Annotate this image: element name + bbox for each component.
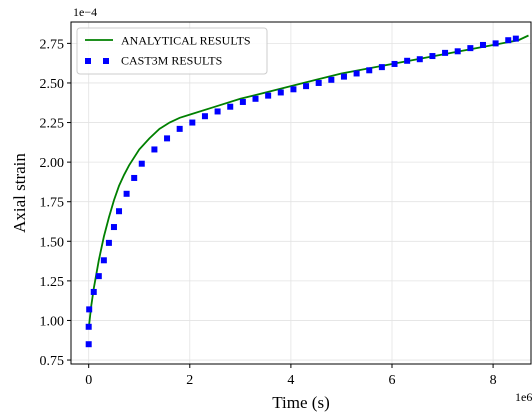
data-point-cast3m xyxy=(366,67,373,74)
data-point-cast3m xyxy=(116,208,123,215)
y-tick-label: 1.00 xyxy=(40,314,65,329)
data-point-cast3m xyxy=(239,98,246,105)
x-tick-label: 6 xyxy=(388,373,395,388)
data-point-cast3m xyxy=(164,135,171,142)
data-point-cast3m xyxy=(303,83,310,90)
data-point-cast3m xyxy=(110,224,117,231)
series-line-analytical xyxy=(87,34,529,329)
x-tick-label: 8 xyxy=(490,373,497,388)
legend-box xyxy=(76,27,268,75)
y-tick-label: 1.50 xyxy=(40,235,65,250)
data-point-cast3m xyxy=(442,49,449,56)
data-point-cast3m xyxy=(416,56,423,63)
data-point-cast3m xyxy=(265,92,272,99)
legend-marker-swatch xyxy=(85,58,91,64)
y-tick-label: 1.75 xyxy=(40,196,65,211)
y-tick-label: 2.25 xyxy=(40,117,65,132)
y-tick-label: 2.00 xyxy=(40,156,65,171)
data-point-cast3m xyxy=(176,125,183,132)
data-point-cast3m xyxy=(353,70,360,77)
x-ticks: 0 2 4 6 8 xyxy=(85,364,497,388)
data-point-cast3m xyxy=(138,160,145,167)
data-point-cast3m xyxy=(252,95,259,102)
data-point-cast3m xyxy=(100,257,107,264)
data-point-cast3m xyxy=(378,64,385,71)
data-point-cast3m xyxy=(429,53,436,60)
y-offset-label: 1e−4 xyxy=(73,5,97,19)
legend: ANALYTICAL RESULTS CAST3M RESULTS xyxy=(76,27,268,75)
plot-frame xyxy=(70,21,532,365)
y-tick-label: 2.75 xyxy=(40,37,65,52)
data-point-cast3m xyxy=(201,113,208,120)
x-tick-label: 0 xyxy=(85,373,92,388)
y-tick-label: 2.50 xyxy=(40,77,65,92)
data-point-cast3m xyxy=(189,119,196,126)
series-layer xyxy=(85,34,529,348)
x-offset-label: 1e6 xyxy=(515,390,532,404)
data-point-cast3m xyxy=(328,76,335,83)
data-point-cast3m xyxy=(151,146,158,153)
data-point-cast3m xyxy=(105,239,112,246)
data-point-cast3m xyxy=(454,48,461,55)
data-point-cast3m xyxy=(131,174,138,181)
data-point-cast3m xyxy=(505,37,512,44)
data-point-cast3m xyxy=(290,86,297,93)
data-point-cast3m xyxy=(404,57,411,64)
legend-label-cast3m: CAST3M RESULTS xyxy=(121,54,222,68)
data-point-cast3m xyxy=(479,41,486,48)
data-point-cast3m xyxy=(86,306,93,313)
data-point-cast3m xyxy=(90,288,97,295)
data-point-cast3m xyxy=(340,73,347,80)
data-point-cast3m xyxy=(214,108,221,115)
y-tick-label: 0.75 xyxy=(40,354,65,369)
data-point-cast3m xyxy=(85,341,92,348)
data-point-cast3m xyxy=(85,323,92,330)
data-point-cast3m xyxy=(277,89,284,96)
data-point-cast3m xyxy=(467,45,474,52)
legend-marker-swatch xyxy=(103,58,109,64)
legend-label-analytical: ANALYTICAL RESULTS xyxy=(121,34,251,48)
data-point-cast3m xyxy=(315,79,322,86)
x-tick-label: 2 xyxy=(186,373,193,388)
x-tick-label: 4 xyxy=(287,373,294,388)
data-point-cast3m xyxy=(227,103,234,110)
data-point-cast3m xyxy=(492,40,499,47)
data-point-cast3m xyxy=(95,273,102,280)
y-ticks: 0.75 1.00 1.25 1.50 1.75 2.00 2.25 2.50 2.75 xyxy=(40,37,71,369)
x-axis-title: Time (s) xyxy=(272,393,329,412)
data-point-cast3m xyxy=(391,60,398,67)
data-point-cast3m xyxy=(123,190,130,197)
y-axis-title: Axial strain xyxy=(10,153,29,233)
y-tick-label: 1.25 xyxy=(40,275,65,290)
data-point-cast3m xyxy=(512,35,519,42)
